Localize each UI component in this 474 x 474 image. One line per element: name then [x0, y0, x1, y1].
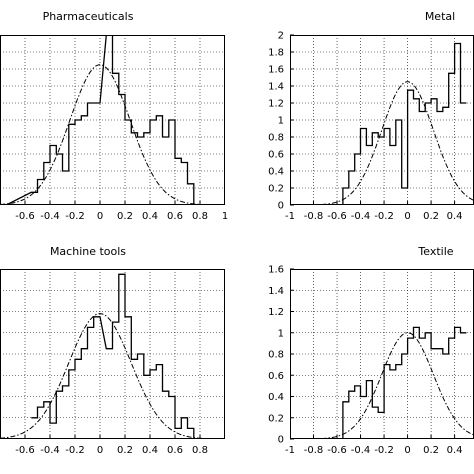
panel-1: -0.6 -0.4 -0.2 0 0.2 0.4 0.6 0.8 1 Pharmaceutical…: [0, 10, 228, 222]
y-tick-label: 1: [278, 116, 284, 127]
y-tick-label: 0.2: [268, 184, 284, 195]
normal-curve: [290, 332, 474, 439]
x-tick-label: -0.8: [304, 211, 324, 222]
x-tick-label: 0.8: [192, 445, 208, 456]
x-tick-label: 0.2: [423, 445, 439, 456]
x-tick-label: -0.4: [40, 211, 60, 222]
x-tick-label: -0.2: [374, 445, 394, 456]
panel-4: -1 -0.8 -0.6 -0.4 -0.2 0 0.2 0.4 0 0.2 0.4 0.6 0.8 1 1…: [268, 245, 474, 456]
histogram-steps: [337, 42, 467, 205]
x-tick-label: 0.6: [167, 211, 183, 222]
normal-curve: [290, 81, 474, 205]
y-tick-label: 0.4: [268, 167, 284, 178]
y-tick-label: 1: [278, 328, 284, 339]
y-tick-label: 1.4: [268, 286, 284, 297]
panel-title: Pharmaceuticals: [43, 10, 134, 23]
y-tick-label: 1.6: [268, 265, 284, 276]
y-tick-label: 1.6: [268, 65, 284, 76]
x-tick-label: 0.8: [192, 211, 208, 222]
y-tick-label: 0.8: [268, 133, 284, 144]
y-tick-label: 1.4: [268, 82, 284, 93]
y-tick-label: 0.4: [268, 392, 284, 403]
y-tick-label: 0.8: [268, 350, 284, 361]
y-tick-label: 0.2: [268, 413, 284, 424]
x-tick-label: 0: [404, 445, 410, 456]
x-tick-label: 1: [222, 211, 228, 222]
x-tick-label: 0.4: [447, 211, 463, 222]
y-tick-label: 0.6: [268, 371, 284, 382]
panel-title: Metal: [425, 10, 455, 23]
x-tick-label: -0.6: [15, 211, 35, 222]
histogram-steps: [31, 273, 200, 439]
x-tick-label: 0.6: [167, 445, 183, 456]
panel-3: -0.6 -0.4 -0.2 0 0.2 0.4 0.6 0.8 Machine tools: [0, 245, 225, 456]
x-tick-label: -0.6: [15, 445, 35, 456]
normal-curve: [0, 64, 225, 205]
y-tick-label: 1.2: [268, 307, 284, 318]
x-tick-label: -1: [285, 445, 295, 456]
x-tick-label: 0: [404, 211, 410, 222]
x-tick-label: -0.4: [351, 211, 371, 222]
histogram-steps: [337, 326, 467, 439]
x-tick-label: 0.4: [142, 445, 158, 456]
x-tick-label: -0.2: [65, 445, 85, 456]
x-tick-label: -0.6: [327, 211, 347, 222]
x-tick-label: -0.4: [351, 445, 371, 456]
x-tick-label: -0.8: [304, 445, 324, 456]
histogram-steps: [0, 35, 200, 205]
y-tick-label: 2: [278, 31, 284, 42]
y-tick-label: 1.8: [268, 48, 284, 59]
x-tick-label: -1: [285, 211, 295, 222]
x-tick-label: 0: [97, 445, 103, 456]
y-tick-label: 0: [278, 201, 284, 212]
x-tick-label: 0.2: [117, 445, 133, 456]
normal-curve: [0, 313, 225, 439]
x-tick-label: 0.2: [423, 211, 439, 222]
x-tick-label: -0.4: [40, 445, 60, 456]
plot-frame: [0, 269, 225, 439]
x-tick-label: 0.4: [142, 211, 158, 222]
y-tick-label: 0: [278, 435, 284, 446]
y-tick-label: 0.6: [268, 150, 284, 161]
x-tick-label: -0.2: [65, 211, 85, 222]
y-tick-label: 1.2: [268, 99, 284, 110]
x-tick-label: 0: [97, 211, 103, 222]
x-tick-label: -0.2: [374, 211, 394, 222]
x-tick-label: -0.6: [327, 445, 347, 456]
x-tick-label: 0.4: [447, 445, 463, 456]
x-tick-label: 0.2: [117, 211, 133, 222]
panel-title: Machine tools: [50, 245, 126, 258]
panel-title: Textile: [417, 245, 453, 258]
panel-2: -1 -0.8 -0.6 -0.4 -0.2 0 0.2 0.4 0 0.2 0.4 0.6 0.8 1 1…: [268, 10, 474, 222]
